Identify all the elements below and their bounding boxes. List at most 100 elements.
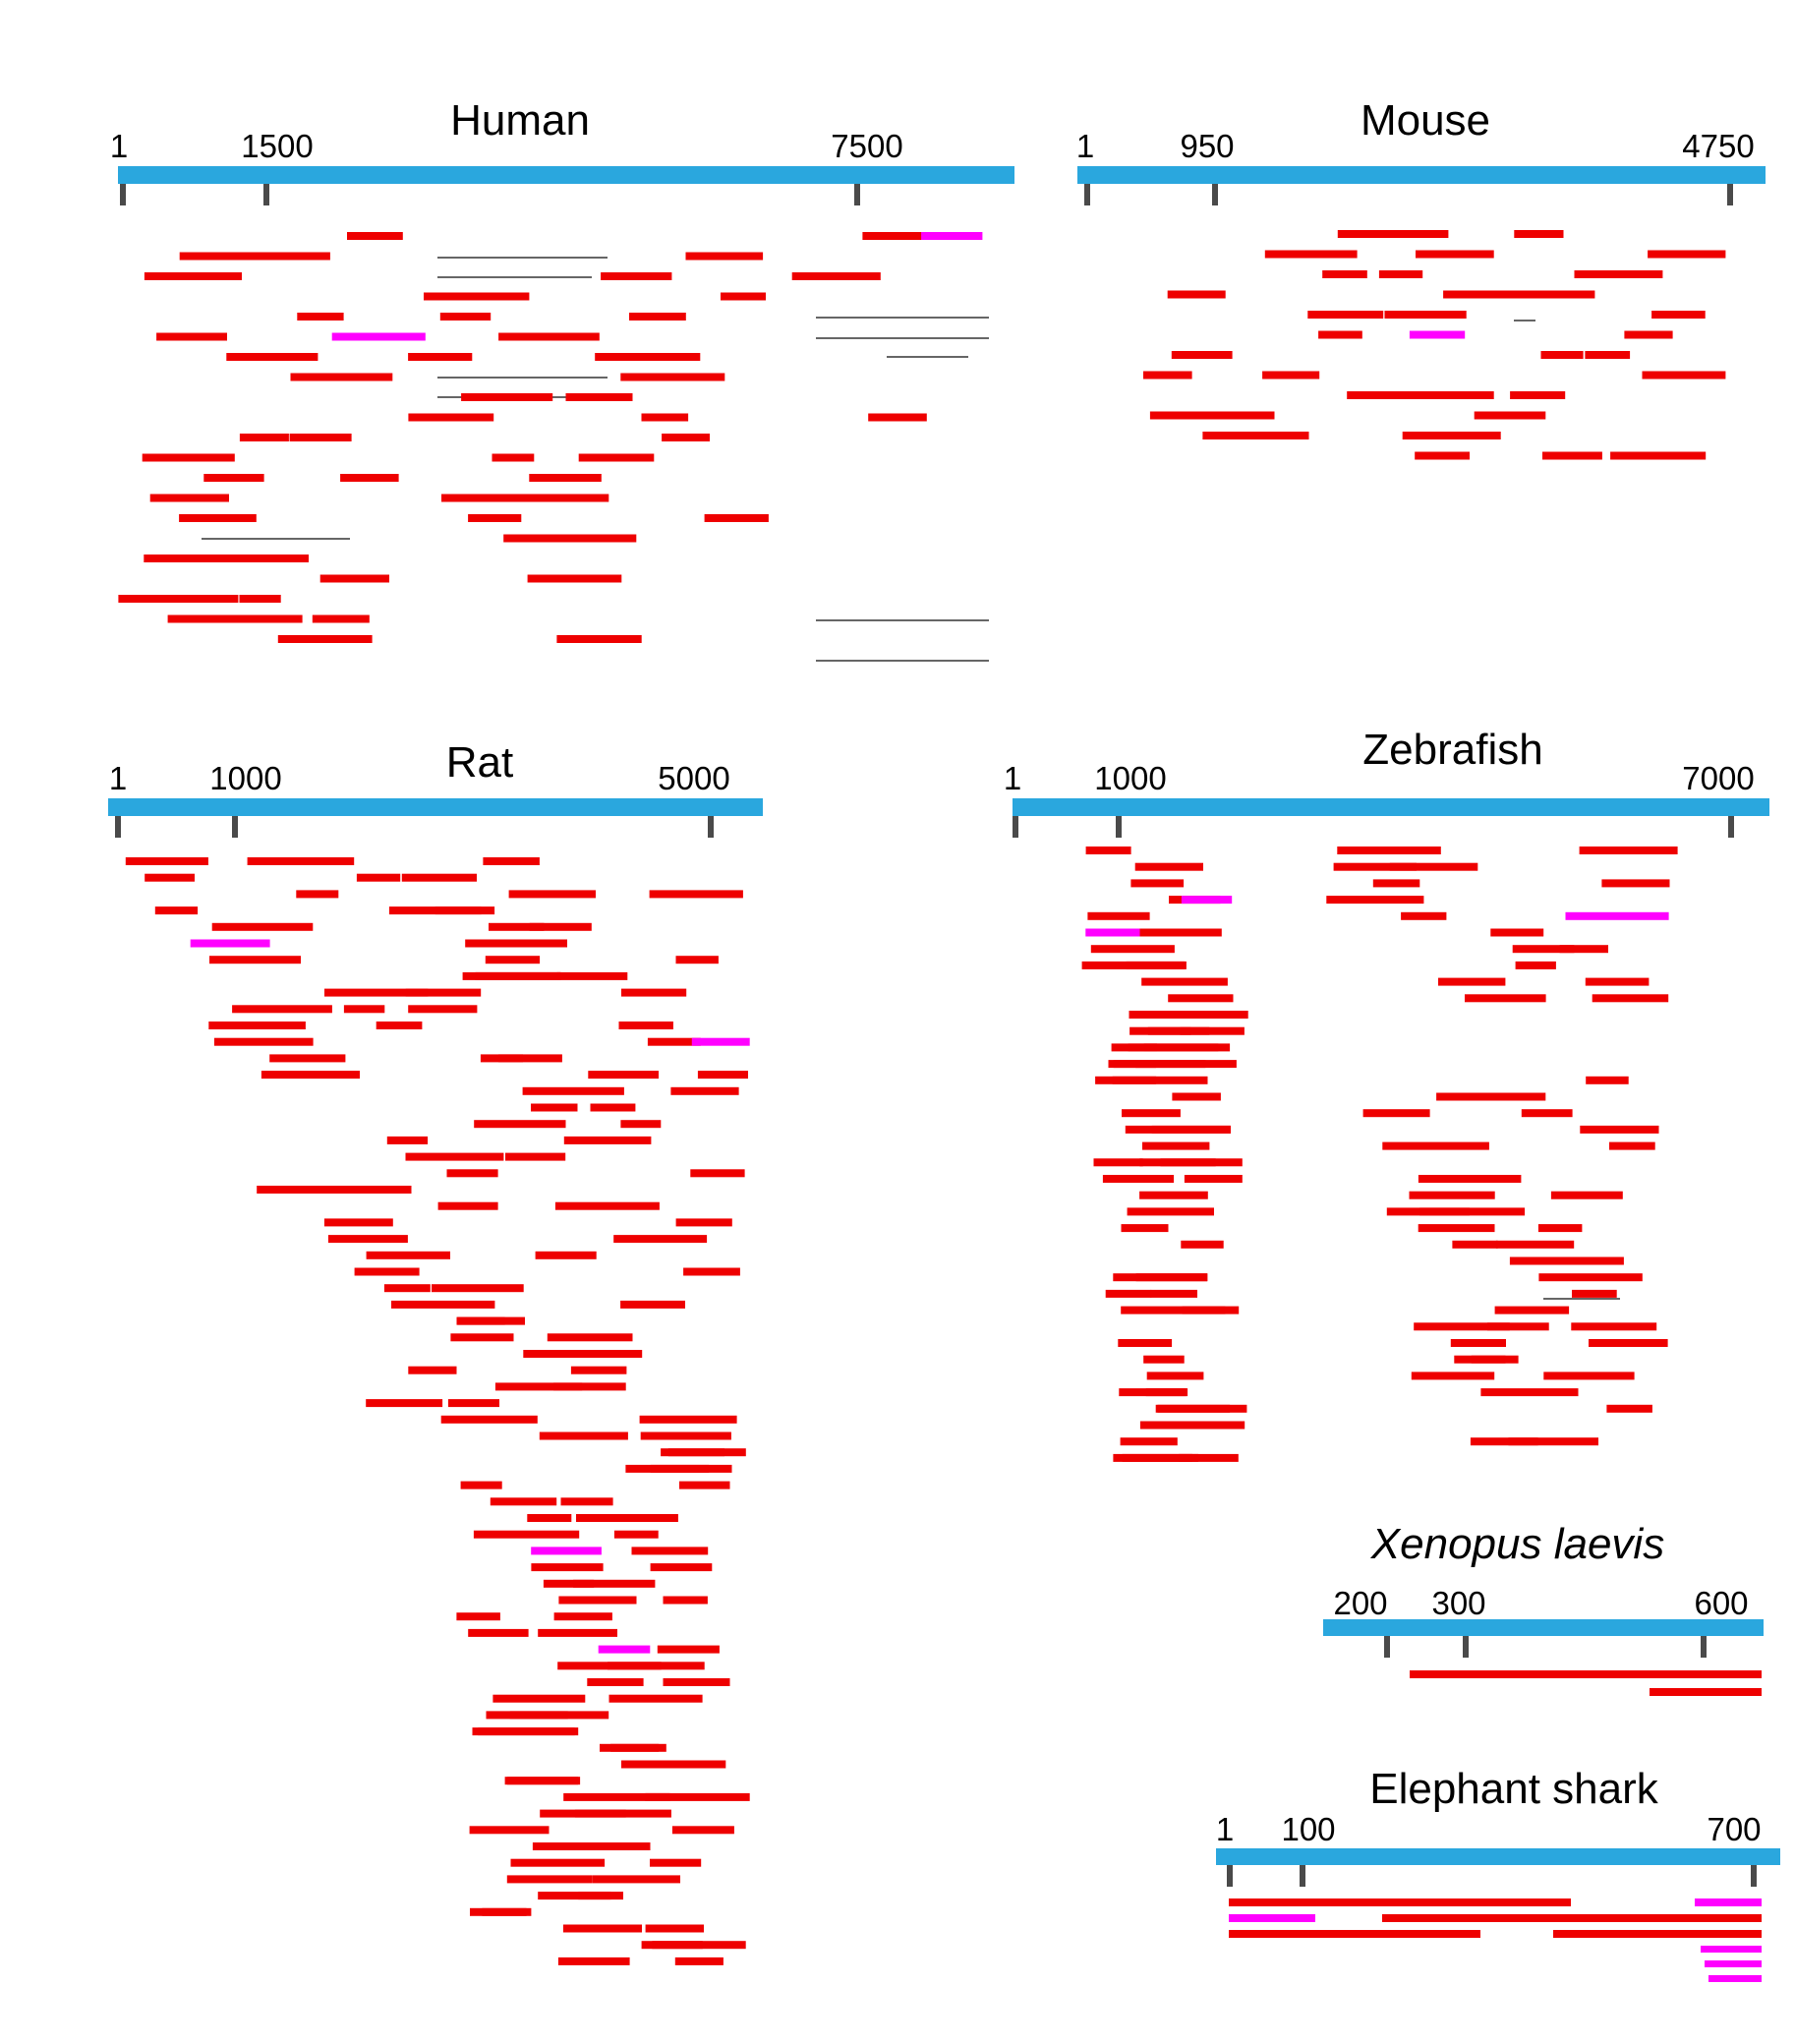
alignment-segment bbox=[523, 1350, 570, 1358]
tick-label-zebrafish-mid: 1000 bbox=[1094, 760, 1166, 796]
tick-label-human-mid: 1500 bbox=[241, 128, 313, 164]
tick-mark-zebrafish-mid bbox=[1116, 816, 1122, 838]
alignment-segment bbox=[538, 1892, 611, 1900]
tick-mark-rat-start bbox=[115, 816, 121, 838]
alignment-segment bbox=[461, 393, 543, 401]
alignment-segment bbox=[1538, 1273, 1643, 1282]
alignment-segment bbox=[639, 1415, 737, 1424]
alignment-segment bbox=[547, 1333, 633, 1342]
sequence-bar-elephant-shark bbox=[1216, 1848, 1780, 1865]
tick-label-zebrafish-start: 1 bbox=[1004, 760, 1021, 796]
alignment-segment bbox=[1651, 311, 1706, 319]
alignment-segment bbox=[1416, 250, 1494, 259]
tick-mark-zebrafish-start bbox=[1013, 816, 1018, 838]
alignment-segment bbox=[573, 1579, 656, 1588]
alignment-segment bbox=[629, 313, 686, 321]
alignment-segment bbox=[1172, 1092, 1221, 1101]
alignment-segment bbox=[437, 1201, 498, 1210]
alignment-segment bbox=[475, 971, 561, 980]
panel-human: Human 1 1500 7500 bbox=[110, 96, 1014, 662]
alignment-segment bbox=[1181, 896, 1233, 905]
alignment-segment bbox=[343, 1005, 385, 1014]
alignment-segment bbox=[1402, 432, 1472, 439]
alignment-segment bbox=[1122, 1109, 1181, 1118]
panel-title-xenopus: Xenopus laevis bbox=[1370, 1520, 1664, 1568]
alignment-segment bbox=[1146, 1372, 1204, 1380]
alignment-segment bbox=[554, 1201, 660, 1210]
alignment-segment bbox=[498, 1054, 562, 1063]
alignment-segment bbox=[492, 453, 535, 462]
alignment-segment bbox=[190, 939, 270, 948]
alignment-segment bbox=[1108, 1060, 1206, 1069]
alignment-segment bbox=[1111, 1043, 1157, 1052]
alignment-segment bbox=[261, 1071, 360, 1080]
alignment-segment bbox=[1610, 451, 1707, 460]
alignment-segment bbox=[1382, 1914, 1762, 1922]
alignment-segment bbox=[1166, 411, 1275, 420]
alignment-segment bbox=[535, 1251, 597, 1259]
alignment-segment bbox=[618, 1022, 673, 1029]
panel-title-zebrafish: Zebrafish bbox=[1362, 726, 1542, 774]
alignment-segment bbox=[1579, 847, 1678, 854]
alignment-segment bbox=[529, 922, 592, 931]
tick-label-xenopus-start: 200 bbox=[1333, 1585, 1387, 1621]
alignment-segment bbox=[289, 434, 352, 441]
alignment-segment bbox=[556, 574, 622, 583]
alignment-segment bbox=[376, 1022, 423, 1029]
alignment-segment bbox=[1087, 911, 1150, 920]
alignment-segment bbox=[1648, 250, 1726, 259]
alignment-segment bbox=[1142, 1141, 1210, 1150]
alignment-segment bbox=[1102, 1175, 1175, 1183]
alignment-segment bbox=[1443, 290, 1542, 299]
alignment-segment bbox=[1411, 1372, 1495, 1380]
alignment-segment bbox=[675, 956, 719, 964]
alignment-segment bbox=[208, 1022, 306, 1029]
alignment-segment bbox=[331, 332, 426, 341]
alignment-segment bbox=[1347, 391, 1451, 399]
alignment-segment bbox=[650, 1563, 713, 1572]
alignment-segment bbox=[1705, 1960, 1762, 1967]
alignment-segment bbox=[1528, 1256, 1624, 1265]
alignment-segment bbox=[1145, 1388, 1187, 1397]
alignment-segment bbox=[862, 232, 954, 240]
alignment-segment bbox=[532, 1842, 581, 1850]
alignment-segment bbox=[529, 474, 602, 482]
alignment-segment bbox=[492, 1694, 586, 1703]
alignment-segment bbox=[118, 595, 163, 603]
alignment-segment bbox=[1585, 977, 1650, 986]
alignment-segment bbox=[1264, 250, 1358, 259]
alignment-segment bbox=[1695, 1898, 1762, 1906]
alignment-segment bbox=[1418, 1175, 1522, 1183]
tick-mark-rat-end bbox=[708, 816, 714, 838]
alignment-segment bbox=[563, 1842, 651, 1850]
alignment-segment bbox=[1565, 911, 1669, 920]
alignment-segment bbox=[391, 1300, 495, 1309]
alignment-segment bbox=[154, 906, 199, 915]
tick-label-xenopus-end: 600 bbox=[1694, 1585, 1748, 1621]
alignment-segment bbox=[1419, 1207, 1526, 1216]
alignment-segment bbox=[1150, 1289, 1197, 1298]
alignment-segment bbox=[211, 922, 314, 931]
alignment-segment bbox=[1550, 1191, 1623, 1199]
tick-mark-shark-end bbox=[1751, 1865, 1757, 1887]
panel-zebrafish: Zebrafish 1 1000 7000 bbox=[1004, 726, 1769, 1462]
alignment-segment bbox=[408, 1366, 457, 1374]
alignment-segment bbox=[1471, 1355, 1519, 1364]
alignment-segment bbox=[1486, 1322, 1549, 1331]
alignment-segment bbox=[630, 1760, 695, 1769]
alignment-segment bbox=[297, 313, 344, 321]
alignment-segment bbox=[1409, 330, 1466, 339]
alignment-segment bbox=[486, 1711, 568, 1720]
alignment-segment bbox=[1322, 270, 1367, 278]
tick-mark-shark-start bbox=[1227, 1865, 1233, 1887]
alignment-segment bbox=[447, 1399, 499, 1408]
tick-mark-human-end bbox=[854, 184, 860, 205]
alignment-segment bbox=[588, 1071, 659, 1080]
tick-label-shark-start: 1 bbox=[1216, 1811, 1234, 1847]
alignment-segment bbox=[1141, 977, 1228, 986]
alignment-segment bbox=[1093, 1158, 1143, 1167]
alignment-segment bbox=[675, 1218, 732, 1227]
alignment-segment bbox=[218, 555, 309, 562]
alignment-segment bbox=[1410, 1670, 1762, 1678]
alignment-segment bbox=[1642, 371, 1726, 380]
